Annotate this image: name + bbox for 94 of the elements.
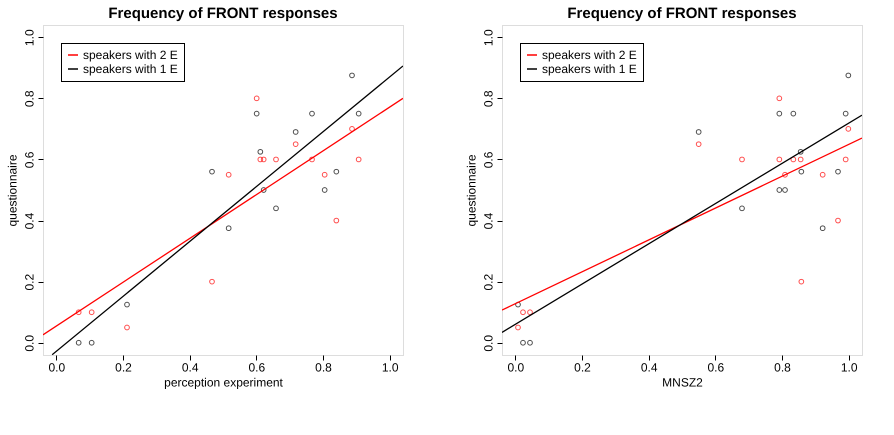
point bbox=[798, 148, 804, 155]
point bbox=[527, 309, 533, 316]
point bbox=[124, 302, 130, 308]
point bbox=[209, 168, 215, 175]
legend-label: speakers with 2 E bbox=[542, 48, 637, 62]
point bbox=[842, 156, 849, 162]
point bbox=[349, 126, 355, 132]
point bbox=[790, 156, 796, 162]
point bbox=[273, 205, 279, 212]
point bbox=[798, 156, 804, 162]
x-tick-label: 0.6 bbox=[248, 360, 266, 374]
point bbox=[790, 110, 796, 116]
point bbox=[776, 187, 782, 193]
x-axis-title: perception experiment bbox=[164, 376, 284, 390]
point bbox=[696, 129, 702, 135]
point bbox=[820, 172, 826, 178]
point bbox=[845, 126, 852, 132]
point bbox=[226, 172, 232, 178]
point bbox=[776, 110, 782, 116]
x-axis-title: MNSZ2 bbox=[662, 376, 704, 390]
point bbox=[322, 172, 328, 178]
y-tick-label: 1.0 bbox=[482, 29, 496, 46]
point bbox=[254, 110, 260, 116]
y-tick-label: 0.6 bbox=[22, 151, 36, 168]
x-tick-label: 0.2 bbox=[574, 360, 592, 374]
point bbox=[273, 156, 279, 162]
point bbox=[356, 156, 362, 162]
y-axis-title: questionnaire bbox=[6, 154, 20, 227]
y-tick-label: 0.2 bbox=[482, 274, 496, 291]
point bbox=[333, 218, 340, 224]
point bbox=[798, 278, 804, 285]
point bbox=[309, 110, 315, 116]
point bbox=[309, 156, 315, 162]
point bbox=[842, 110, 849, 116]
point bbox=[739, 205, 745, 212]
x-tick-label: 0.4 bbox=[640, 360, 658, 374]
point bbox=[776, 95, 782, 102]
point bbox=[520, 309, 526, 316]
y-tick-label: 0.0 bbox=[482, 334, 496, 352]
chart-title: Frequency of FRONT responses bbox=[108, 5, 338, 22]
point bbox=[260, 156, 267, 162]
point bbox=[257, 148, 264, 155]
point bbox=[527, 340, 533, 346]
point bbox=[820, 225, 826, 232]
point bbox=[739, 156, 745, 162]
legend-label: speakers with 1 E bbox=[542, 62, 637, 76]
point bbox=[257, 156, 264, 162]
point bbox=[798, 168, 804, 175]
point bbox=[515, 324, 521, 330]
point bbox=[349, 72, 355, 78]
y-tick-label: 0.2 bbox=[22, 274, 36, 291]
x-tick-label: 0.4 bbox=[182, 360, 199, 374]
chart-title: Frequency of FRONT responses bbox=[567, 5, 797, 22]
x-tick-label: 0.0 bbox=[48, 360, 66, 374]
point bbox=[209, 278, 215, 285]
y-tick-label: 0.4 bbox=[482, 212, 496, 230]
point bbox=[333, 168, 340, 175]
y-tick-label: 0.0 bbox=[22, 334, 36, 352]
point bbox=[76, 340, 82, 346]
x-tick-label: 1.0 bbox=[382, 360, 399, 374]
x-tick-label: 1.0 bbox=[840, 360, 858, 374]
point bbox=[515, 302, 521, 308]
point bbox=[292, 129, 299, 135]
y-axis-title: questionnaire bbox=[464, 154, 478, 227]
x-tick-label: 0.8 bbox=[774, 360, 792, 374]
point bbox=[76, 309, 82, 316]
point bbox=[260, 187, 267, 193]
point bbox=[254, 95, 260, 102]
y-tick-label: 0.8 bbox=[482, 90, 496, 108]
point bbox=[124, 324, 130, 330]
point bbox=[226, 225, 232, 232]
point bbox=[88, 309, 95, 316]
legend-label: speakers with 2 E bbox=[83, 48, 178, 62]
legend-label: speakers with 1 E bbox=[83, 62, 178, 76]
point bbox=[292, 141, 299, 148]
y-tick-label: 0.6 bbox=[482, 151, 496, 168]
point bbox=[835, 218, 841, 224]
y-tick-label: 0.8 bbox=[22, 90, 36, 108]
point bbox=[835, 168, 841, 175]
point bbox=[520, 340, 526, 346]
point bbox=[322, 187, 328, 193]
point bbox=[776, 156, 782, 162]
point bbox=[845, 72, 852, 78]
y-tick-label: 0.4 bbox=[22, 212, 36, 230]
x-tick-label: 0.2 bbox=[115, 360, 132, 374]
point bbox=[356, 110, 362, 116]
x-tick-label: 0.0 bbox=[507, 360, 524, 374]
x-tick-label: 0.8 bbox=[315, 360, 332, 374]
y-tick-label: 1.0 bbox=[22, 29, 36, 46]
point bbox=[782, 187, 788, 193]
point bbox=[696, 141, 702, 148]
point bbox=[782, 172, 788, 178]
point bbox=[88, 340, 95, 346]
x-tick-label: 0.6 bbox=[707, 360, 724, 374]
